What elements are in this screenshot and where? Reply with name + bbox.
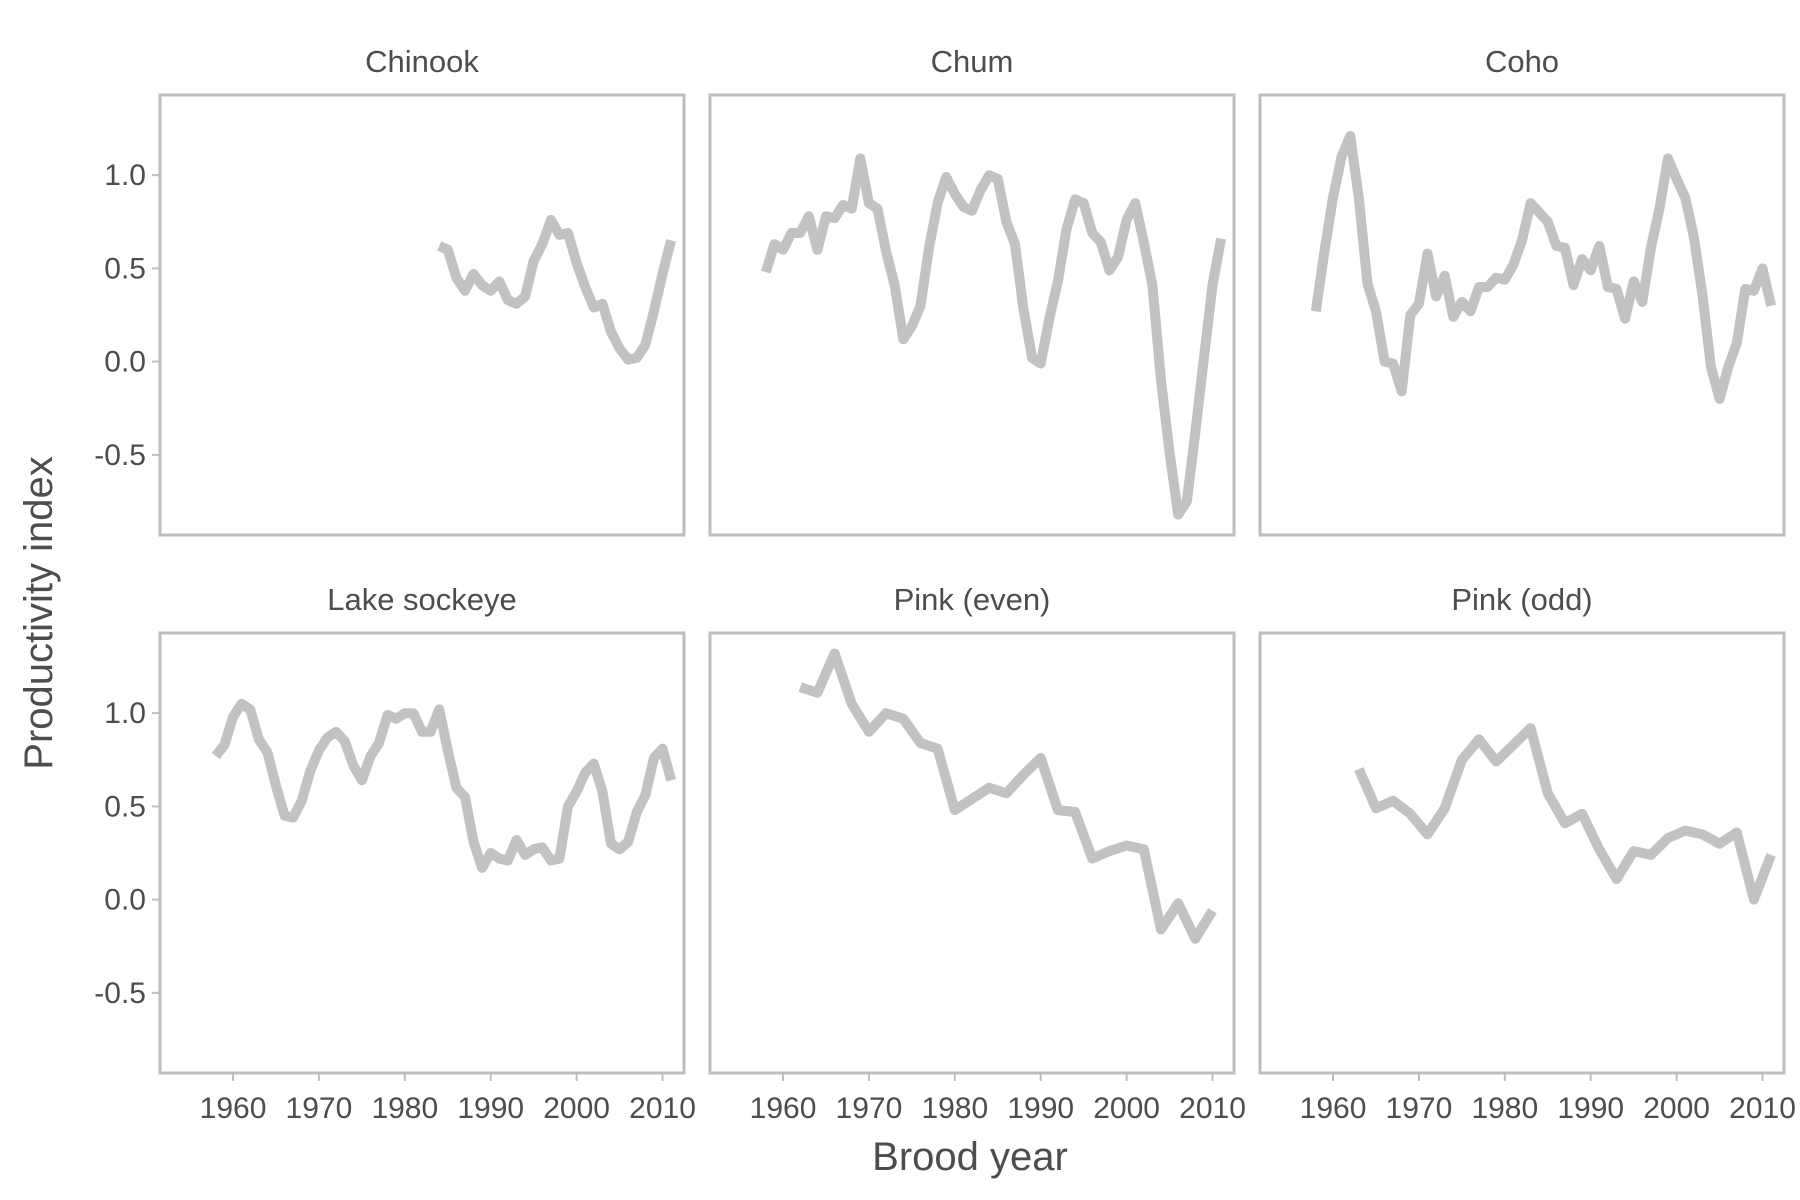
panel-lake-sockeye: Lake sockeye -0.5 0.0 0.5 1.0 1960 1970 1980 199… [94,582,696,1125]
panel-title: Chum [931,44,1014,79]
panel-pink-odd: Pink (odd) 1960 1970 1980 1990 2000 2010 [1258,582,1796,1125]
x-tick-label: 1960 [1300,1092,1367,1125]
panel-title: Chinook [365,44,479,79]
x-tick-label: 2010 [629,1092,696,1125]
x-tick-label: 1960 [200,1092,267,1125]
x-tick-label: 1980 [1471,1092,1538,1125]
panel-chum: Chum [708,44,1236,537]
series-line-pink-even [798,648,1217,944]
x-tick-label: 1960 [750,1092,817,1125]
x-tick-label: 1990 [1007,1092,1074,1125]
y-tick-label: -0.5 [94,439,146,472]
x-tick-label: 1970 [836,1092,903,1125]
y-tick-label: 0.5 [104,790,146,823]
series-line-chinook [437,214,676,365]
panel-title: Pink (odd) [1451,582,1592,617]
series-line-coho [1310,131,1776,404]
panel-chinook: Chinook -0.5 0.0 0.5 1.0 [94,44,686,537]
panel-title: Coho [1485,44,1559,79]
x-tick-label: 1980 [921,1092,988,1125]
x-tick-label: 1970 [1386,1092,1453,1125]
x-tick-label: 1970 [286,1092,353,1125]
x-tick-label: 1990 [1557,1092,1624,1125]
y-tick-label: 1.0 [104,697,146,730]
x-tick-label: 2000 [543,1092,610,1125]
y-tick-label: 0.5 [104,252,146,285]
x-axis-title: Brood year [872,1135,1068,1179]
panel-title: Lake sockeye [327,582,517,617]
x-tick-label: 2000 [1643,1092,1710,1125]
panel-frame [1258,631,1786,1075]
y-tick-label: 0.0 [104,884,146,917]
series-line-pink-odd [1354,723,1776,905]
series-line-chum [761,153,1227,520]
x-tick-label: 2000 [1093,1092,1160,1125]
y-tick-label: -0.5 [94,977,146,1010]
panel-frame [158,631,686,1075]
x-tick-label: 2010 [1179,1092,1246,1125]
x-tick-label: 1990 [457,1092,524,1125]
x-tick-label: 2010 [1729,1092,1796,1125]
x-tick-label: 1980 [371,1092,438,1125]
y-axis-title: Productivity index [17,456,61,769]
panel-frame [1258,93,1786,537]
series-line-lake-sockeye [211,698,676,873]
y-tick-label: 1.0 [104,159,146,192]
panel-coho: Coho [1258,44,1786,537]
panel-frame [158,93,686,537]
panel-frame [708,631,1236,1075]
panel-pink-even: Pink (even) 1960 1970 1980 1990 2000 2010 [708,582,1246,1125]
y-tick-label: 0.0 [104,346,146,379]
panel-frame [708,93,1236,537]
panel-title: Pink (even) [894,582,1051,617]
chart-panels: Chinook -0.5 0.0 0.5 1.0 Chum Coho Lake sockeye… [94,44,1796,1125]
